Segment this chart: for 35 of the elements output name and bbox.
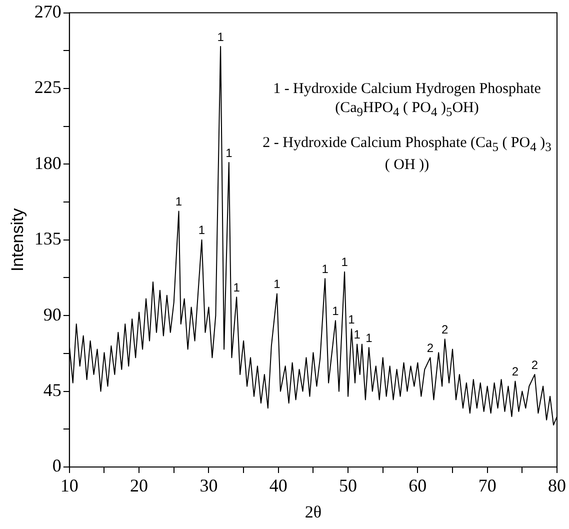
y-tick-label: 90	[43, 304, 62, 324]
annotation: 2	[426, 340, 434, 355]
y-axis-title: Intensity	[8, 208, 27, 272]
x-tick-label: 40	[269, 476, 288, 496]
annotation: 2	[442, 322, 449, 336]
y-tick-label: 225	[34, 77, 62, 98]
text: 1 - Hydroxide Calcium Hydrogen Phosphate (Ca$_{9}$HPO$_{4}$ ( PO$_{4}$ )$_{5}$OH)	[273, 81, 541, 119]
x-tick-label: 10	[60, 476, 78, 496]
x-tick-label: 60	[408, 476, 427, 496]
x-tick-label: 20	[130, 476, 148, 496]
y-tick-label: 135	[34, 228, 62, 249]
y-tick-label: 180	[34, 152, 62, 173]
annotation: 1	[332, 304, 340, 318]
x-tick-label: 30	[200, 476, 218, 496]
x-tick-label: 70	[478, 476, 496, 496]
annotation: 1	[198, 223, 206, 238]
x-tick-label: 50	[339, 476, 358, 496]
y-tick-label: 45	[43, 380, 62, 400]
y-tick-label: 0	[52, 456, 62, 476]
annotation: 1	[217, 30, 224, 44]
annotation: 1	[366, 330, 373, 345]
annotation: 1	[341, 255, 348, 270]
annotation: 1	[354, 328, 361, 342]
annotation: 1	[348, 312, 356, 326]
annotation: 1	[322, 262, 329, 276]
annotation: 2	[531, 358, 538, 372]
text: 2 - Hydroxide Calcium Phosphate (Ca$_{5}$ ( PO$_{4}$ )$_{3}$ ( OH ))	[262, 135, 552, 173]
y-tick-label: 270	[34, 2, 62, 22]
x-tick-label: 80	[548, 476, 566, 496]
annotation: 1	[175, 194, 182, 209]
annotation: 1	[226, 146, 233, 160]
annotation: 1	[233, 280, 240, 294]
annotation: 1	[274, 277, 281, 292]
annotation: 2	[512, 364, 519, 379]
x-axis-title: 2θ	[304, 502, 322, 522]
